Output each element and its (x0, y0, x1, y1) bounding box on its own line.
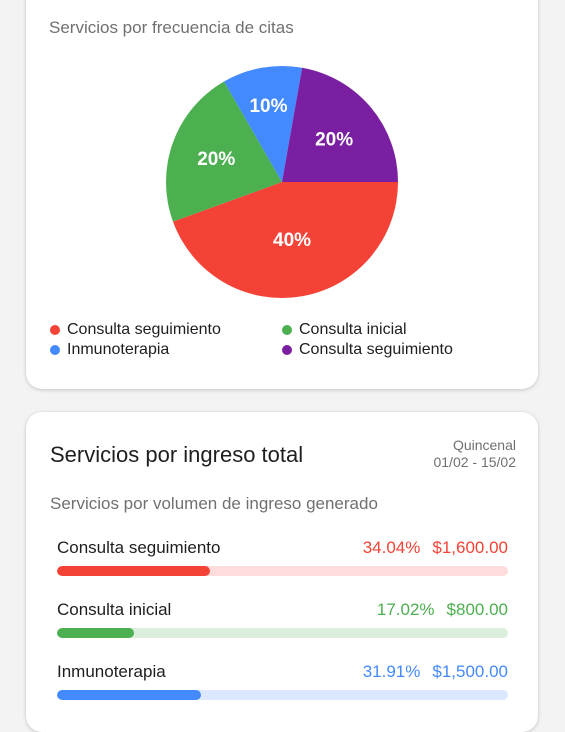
revenue-card-title: Servicios por ingreso total (50, 442, 304, 467)
pie-slice-label: 20% (197, 149, 235, 170)
service-progress-fill (57, 566, 211, 576)
pie-slice[interactable] (166, 81, 282, 222)
service-values: 17.02% $800.00 (377, 600, 508, 620)
service-percent: 17.02% (376, 600, 435, 619)
pie-slice[interactable] (282, 67, 398, 182)
pie-slice[interactable] (172, 182, 398, 298)
service-row: Inmunoterapia 31.91% $1,500.00 (57, 662, 508, 712)
service-percent: 34.04% (362, 538, 421, 557)
legend-dot (50, 345, 60, 355)
legend-label: Consulta seguimiento (299, 341, 453, 358)
legend-dot (282, 345, 292, 355)
legend-dot (50, 325, 60, 335)
service-progress-track (57, 690, 508, 700)
legend-label: Consulta seguimiento (67, 321, 221, 338)
service-progress-fill (57, 690, 202, 700)
service-percent: 31.91% (362, 662, 421, 681)
legend-item: Consulta inicial (282, 321, 407, 339)
revenue-subtitle: Servicios por volumen de ingreso generad… (50, 494, 378, 513)
pie-slice[interactable] (224, 66, 303, 182)
service-amount: $1,600.00 (432, 538, 508, 557)
pie-slice-label: 10% (249, 96, 287, 117)
service-progress-fill (57, 628, 134, 638)
period-range: 01/02 - 15/02 (433, 454, 516, 470)
service-name: Inmunoterapia (57, 662, 166, 681)
pie-slice-label: 40% (273, 230, 311, 251)
pie-slice-label: 20% (315, 129, 353, 150)
frequency-pie-chart: 40% 20% 10% 20% (166, 66, 398, 298)
period-label: Quincenal (452, 437, 516, 453)
frequency-subtitle: Servicios por frecuencia de citas (49, 18, 294, 37)
service-progress-track (57, 628, 508, 638)
service-amount: $1,500.00 (432, 662, 508, 681)
legend-item: Consulta seguimiento (282, 341, 453, 359)
service-amount: $800.00 (446, 600, 508, 619)
service-values: 31.91% $1,500.00 (363, 662, 508, 682)
service-values: 34.04% $1,600.00 (363, 538, 508, 558)
legend-dot (282, 325, 292, 335)
frequency-card: Servicios por frecuencia de citas 40% 20%… (26, 0, 538, 389)
service-row: Consulta seguimiento 34.04% $1,600.00 (57, 538, 508, 588)
service-row: Consulta inicial 17.02% $800.00 (57, 600, 508, 650)
legend-item: Consulta seguimiento (50, 321, 221, 339)
legend-item: Inmunoterapia (50, 341, 169, 359)
service-name: Consulta seguimiento (57, 538, 221, 557)
revenue-card: Servicios por ingreso total Quincenal 01… (26, 412, 538, 732)
period-selector[interactable]: Quincenal 01/02 - 15/02 (433, 437, 516, 471)
service-name: Consulta inicial (57, 600, 172, 619)
legend-label: Consulta inicial (299, 321, 407, 338)
legend-label: Inmunoterapia (67, 341, 170, 358)
service-progress-track (57, 566, 508, 576)
